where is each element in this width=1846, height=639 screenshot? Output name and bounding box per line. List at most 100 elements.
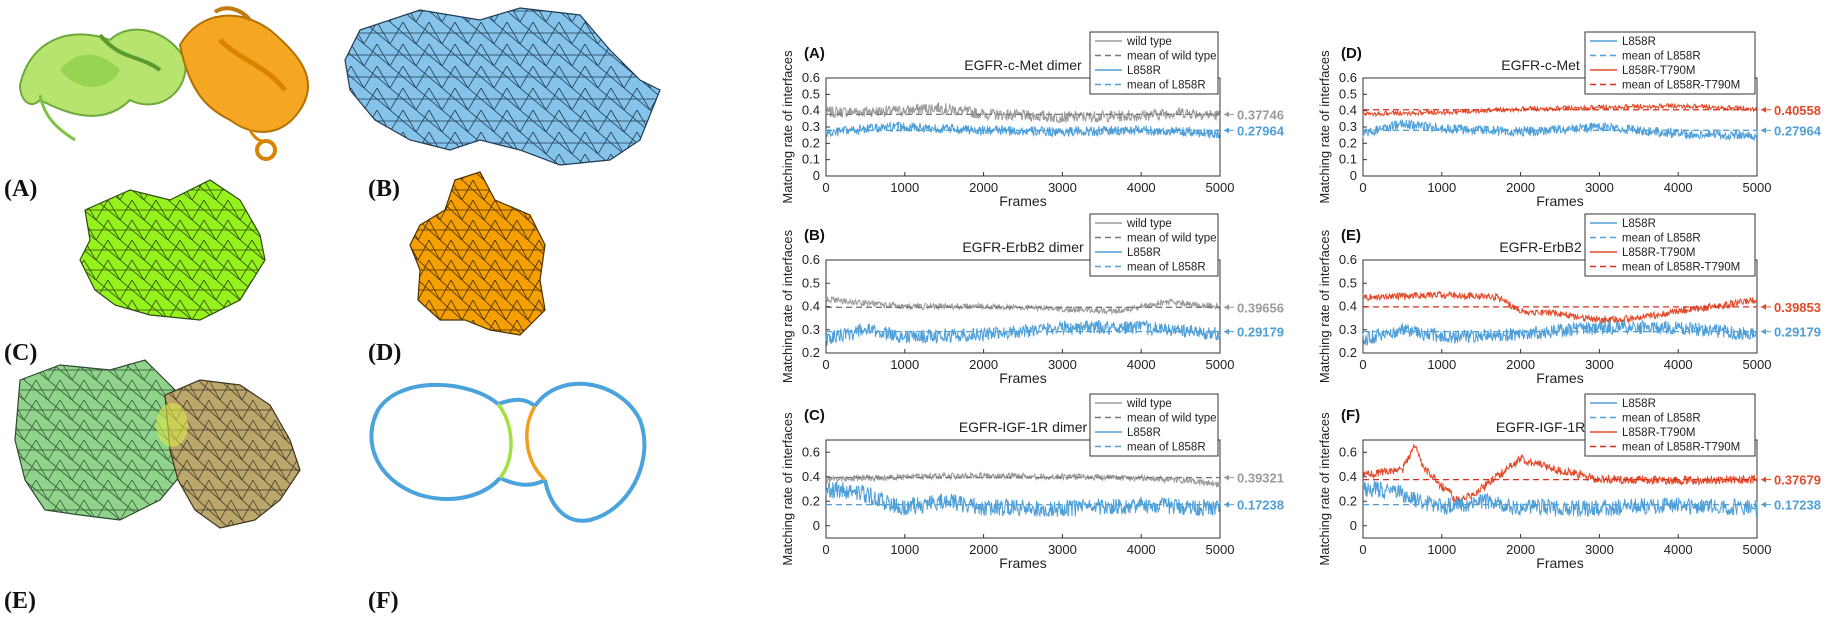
y-tick-label: 0.6: [802, 444, 820, 459]
y-tick-label: 0.5: [1339, 275, 1357, 290]
y-tick-label: 0.3: [1339, 119, 1357, 134]
mean-value-label: 0.40558: [1774, 103, 1821, 118]
mean-arrowhead: [1224, 501, 1229, 508]
y-tick-label: 0.6: [1339, 70, 1357, 85]
legend-item: L858R: [1622, 398, 1656, 410]
x-tick-label: 3000: [1048, 357, 1077, 372]
mean-value-label: 0.17238: [1237, 498, 1284, 513]
charts-area: 0 1000 2000 3000 4000 500000.10.20.30.40.50.6…: [780, 31, 1822, 571]
y-tick-label: 0.4: [1339, 299, 1357, 314]
mean-arrowhead: [1761, 501, 1766, 508]
chart-panel-4: 0 1000 2000 3000 4000 5000 00.1 0.20.30.4 0.50.6…: [1317, 31, 1822, 209]
mean-value-label: 0.29179: [1774, 325, 1821, 340]
y-tick-label: 0: [1350, 168, 1357, 183]
x-tick-label: 2000: [969, 357, 998, 372]
y-tick-label: 0.5: [802, 275, 820, 290]
series-line-2: [1362, 319, 1758, 346]
chart-panel-label: (C): [804, 407, 825, 424]
blue-mesh-image: [344, 7, 661, 166]
x-tick-label: 0: [1359, 357, 1366, 372]
mean-value-label: 0.39853: [1774, 300, 1821, 315]
y-tick-label: 0.2: [802, 135, 820, 150]
series-line-2: [825, 481, 1221, 518]
y-tick-label: 0.4: [802, 299, 820, 314]
mean-value-label: 0.17238: [1774, 498, 1821, 513]
y-tick-label: 0: [813, 168, 820, 183]
mean-value-label: 0.39656: [1237, 300, 1284, 315]
y-tick-label: 0.3: [802, 119, 820, 134]
chart-panel-1: 0 1000 2000 3000 4000 5000 00.1 0.20.30.4 0.50.6…: [780, 31, 1285, 209]
x-tick-label: 5000: [1206, 542, 1235, 557]
mean-value-label: 0.29179: [1237, 325, 1284, 340]
series-line-1: [1362, 444, 1758, 505]
y-tick-label: 0.1: [802, 152, 820, 167]
legend-item: mean of L858R-T790M: [1622, 80, 1740, 92]
x-tick-label: 0: [1359, 542, 1366, 557]
legend-item: L858R: [1622, 218, 1656, 230]
mean-value-label: 0.39321: [1237, 471, 1284, 486]
mean-value-label: 0.37746: [1237, 107, 1284, 122]
y-tick-label: 0.4: [1339, 103, 1357, 118]
y-tick-label: 0.6: [1339, 252, 1357, 267]
x-tick-label: 4000: [1664, 180, 1693, 195]
x-axis-label: Frames: [1536, 193, 1583, 209]
y-tick-label: 0: [813, 518, 820, 533]
legend-item: mean of L858R-T790M: [1622, 262, 1740, 274]
x-tick-label: 1000: [1427, 542, 1456, 557]
legend-box: [1089, 393, 1219, 457]
x-tick-label: 4000: [1127, 357, 1156, 372]
x-tick-label: 2000: [969, 542, 998, 557]
y-tick-label: 0: [1350, 518, 1357, 533]
mean-value-label: 0.37679: [1774, 473, 1821, 488]
legend-item: mean of wild type: [1127, 413, 1217, 425]
legend-item: wild type: [1126, 36, 1172, 48]
y-axis-label: Matching rate of interfaces: [1317, 50, 1332, 204]
legend-box: [1089, 213, 1219, 277]
chart-panel-5: 0 1000 2000 3000 4000 5000 0.2 0.3 0.4 0.5 0.6 Fram…: [1317, 213, 1821, 386]
legend-box: [1089, 31, 1219, 95]
y-tick-label: 0.3: [1339, 322, 1357, 337]
mean-arrowhead: [1761, 303, 1766, 310]
y-tick-label: 0.4: [1339, 469, 1357, 484]
y-tick-label: 0.6: [802, 70, 820, 85]
legend-item: L858R-T790M: [1622, 65, 1696, 77]
x-tick-label: 4000: [1127, 542, 1156, 557]
x-tick-label: 5000: [1743, 542, 1772, 557]
x-tick-label: 1000: [890, 542, 919, 557]
x-tick-label: 4000: [1127, 180, 1156, 195]
x-tick-label: 0: [822, 180, 829, 195]
mean-value-label: 0.27964: [1774, 123, 1822, 138]
x-tick-label: 1000: [1427, 180, 1456, 195]
x-tick-label: 2000: [969, 180, 998, 195]
panel-label-e: (E): [4, 588, 36, 614]
x-axis-label: Frames: [1536, 555, 1583, 571]
y-tick-label: 0.5: [802, 86, 820, 101]
legend-item: L858R: [1127, 247, 1161, 259]
x-tick-label: 5000: [1743, 180, 1772, 195]
x-tick-label: 3000: [1585, 542, 1614, 557]
mean-arrowhead: [1224, 111, 1229, 118]
y-tick-label: 0.4: [802, 469, 820, 484]
mean-value-label: 0.27964: [1237, 123, 1285, 138]
chart-title: EGFR-ErbB2 dimer: [962, 239, 1084, 255]
mean-arrowhead: [1224, 474, 1229, 481]
x-tick-label: 2000: [1506, 357, 1535, 372]
legend-item: mean of L858R: [1127, 442, 1206, 454]
legend-item: mean of L858R: [1622, 413, 1701, 425]
panel-label-a: (A): [4, 176, 37, 202]
x-tick-label: 0: [822, 357, 829, 372]
panel-label-b: (B): [368, 176, 400, 202]
x-axis-label: Frames: [1536, 370, 1583, 386]
legend-item: mean of L858R: [1622, 233, 1701, 245]
x-axis-label: Frames: [999, 555, 1046, 571]
series-line-1: [1362, 102, 1758, 118]
x-tick-label: 3000: [1585, 357, 1614, 372]
legend-item: L858R: [1622, 36, 1656, 48]
green-mesh-image: [79, 179, 266, 321]
chart-panel-label: (D): [1341, 45, 1362, 62]
chart-panel-label: (F): [1341, 407, 1360, 424]
orange-mesh-image: [409, 171, 546, 336]
x-tick-label: 0: [822, 542, 829, 557]
y-tick-label: 0.3: [802, 322, 820, 337]
